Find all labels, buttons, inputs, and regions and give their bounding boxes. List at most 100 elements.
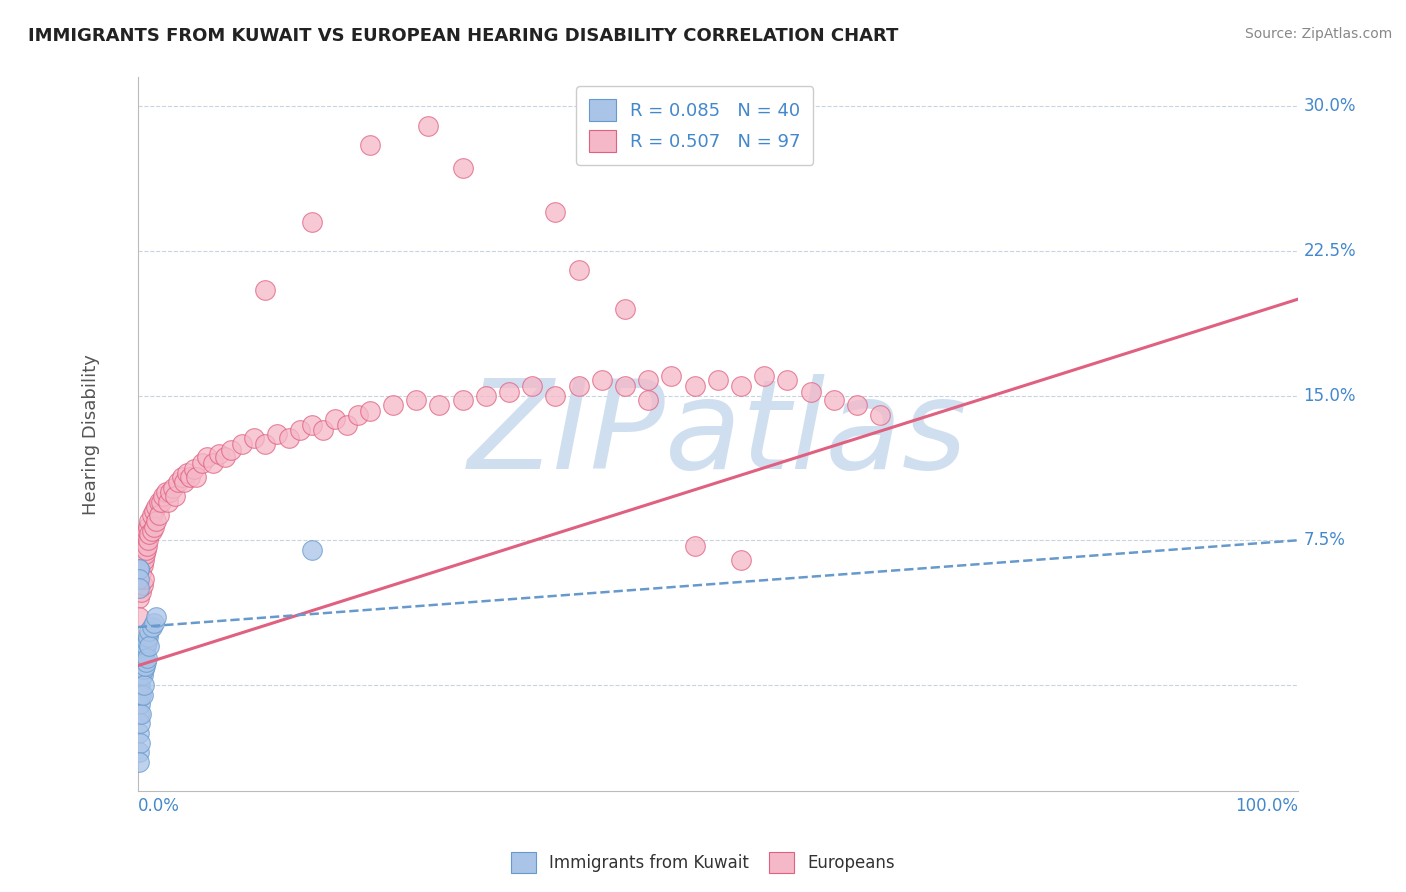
Point: [145, 610, 167, 624]
Point: [184, 469, 207, 483]
Point: [131, 668, 153, 682]
Point: [128, 726, 150, 740]
Point: [132, 648, 155, 663]
Point: [208, 446, 231, 460]
Point: [128, 582, 150, 596]
Point: [544, 205, 567, 219]
Text: 7.5%: 7.5%: [1303, 532, 1346, 549]
Point: [254, 283, 277, 297]
Point: [162, 481, 184, 495]
Point: [301, 417, 323, 432]
Point: [129, 582, 152, 596]
Point: [145, 500, 167, 515]
Point: [544, 389, 567, 403]
Point: [129, 736, 152, 750]
Point: [290, 423, 312, 437]
Point: [128, 755, 150, 769]
Legend: Immigrants from Kuwait, Europeans: Immigrants from Kuwait, Europeans: [505, 846, 901, 880]
Point: [301, 543, 323, 558]
Point: [135, 527, 157, 541]
Text: 100.0%: 100.0%: [1234, 797, 1298, 814]
Point: [159, 485, 181, 500]
Point: [129, 716, 152, 731]
Point: [136, 539, 159, 553]
Point: [128, 572, 150, 586]
Point: [568, 379, 591, 393]
Point: [152, 489, 174, 503]
Point: [131, 566, 153, 580]
Point: [823, 392, 845, 407]
Point: [131, 688, 153, 702]
Point: [359, 137, 381, 152]
Point: [131, 688, 153, 702]
Point: [134, 533, 156, 548]
Point: [266, 427, 288, 442]
Point: [754, 369, 776, 384]
Point: [134, 547, 156, 561]
Text: IMMIGRANTS FROM KUWAIT VS EUROPEAN HEARING DISABILITY CORRELATION CHART: IMMIGRANTS FROM KUWAIT VS EUROPEAN HEARI…: [28, 27, 898, 45]
Point: [176, 466, 198, 480]
Point: [141, 524, 163, 538]
Point: [347, 408, 370, 422]
Point: [179, 469, 201, 483]
Point: [131, 558, 153, 573]
Point: [312, 423, 335, 437]
Text: Source: ZipAtlas.com: Source: ZipAtlas.com: [1244, 27, 1392, 41]
Point: [128, 668, 150, 682]
Point: [202, 456, 225, 470]
Point: [661, 369, 683, 384]
Point: [323, 411, 346, 425]
Point: [132, 539, 155, 553]
Point: [132, 678, 155, 692]
Point: [301, 215, 323, 229]
Point: [131, 577, 153, 591]
Point: [134, 643, 156, 657]
Point: [231, 437, 253, 451]
Point: [614, 301, 637, 316]
Point: [155, 485, 177, 500]
Text: 30.0%: 30.0%: [1303, 97, 1355, 115]
Point: [138, 514, 160, 528]
Point: [451, 392, 474, 407]
Point: [138, 640, 160, 654]
Point: [591, 373, 613, 387]
Text: Hearing Disability: Hearing Disability: [83, 354, 100, 515]
Point: [131, 658, 153, 673]
Legend: R = 0.085   N = 40, R = 0.507   N = 97: R = 0.085 N = 40, R = 0.507 N = 97: [576, 87, 813, 165]
Point: [132, 572, 155, 586]
Point: [143, 504, 166, 518]
Point: [568, 263, 591, 277]
Point: [637, 373, 659, 387]
Point: [148, 508, 170, 523]
Point: [170, 469, 193, 483]
Point: [129, 697, 152, 711]
Point: [277, 431, 299, 445]
Point: [129, 668, 152, 682]
Point: [869, 408, 891, 422]
Point: [197, 450, 219, 465]
Point: [163, 489, 186, 503]
Point: [131, 585, 153, 599]
Point: [129, 678, 152, 692]
Point: [167, 475, 190, 490]
Point: [136, 651, 159, 665]
Point: [173, 475, 195, 490]
Point: [129, 562, 152, 576]
Point: [359, 404, 381, 418]
Point: [128, 658, 150, 673]
Text: 15.0%: 15.0%: [1303, 386, 1355, 405]
Point: [416, 119, 439, 133]
Point: [138, 624, 160, 638]
Point: [143, 520, 166, 534]
Point: [145, 514, 167, 528]
Point: [219, 442, 242, 457]
Point: [683, 539, 706, 553]
Point: [128, 591, 150, 606]
Point: [190, 456, 212, 470]
Point: [846, 398, 869, 412]
Point: [128, 572, 150, 586]
Point: [150, 494, 173, 508]
Point: [141, 620, 163, 634]
Point: [128, 678, 150, 692]
Point: [132, 663, 155, 677]
